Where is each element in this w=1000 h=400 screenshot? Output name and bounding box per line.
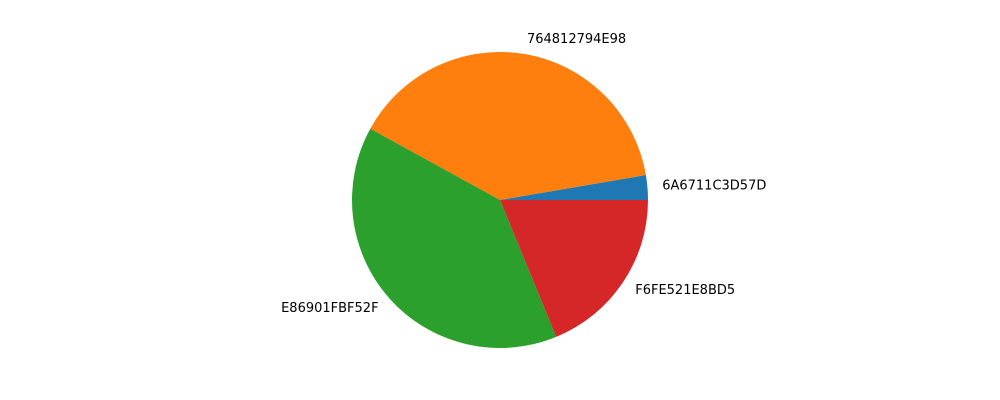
pie-label-764812794e98: 764812794E98 [527,32,626,47]
pie-slice-764812794e98 [370,51,646,200]
pie-labels: 6A6711C3D57D 764812794E98 E86901FBF52F F6FE… [281,32,766,316]
pie-label-6a6711c3d57d: 6A6711C3D57D [662,179,766,194]
pie-label-e86901fbf52f: E86901FBF52F [281,301,378,316]
pie-slice-6a6711c3d57d [500,175,648,200]
pie-slices [352,51,648,348]
pie-slice-e86901fbf52f [352,128,557,348]
pie-label-f6fe521e8bd5: F6FE521E8BD5 [635,283,735,298]
pie-slice-f6fe521e8bd5 [500,200,648,337]
